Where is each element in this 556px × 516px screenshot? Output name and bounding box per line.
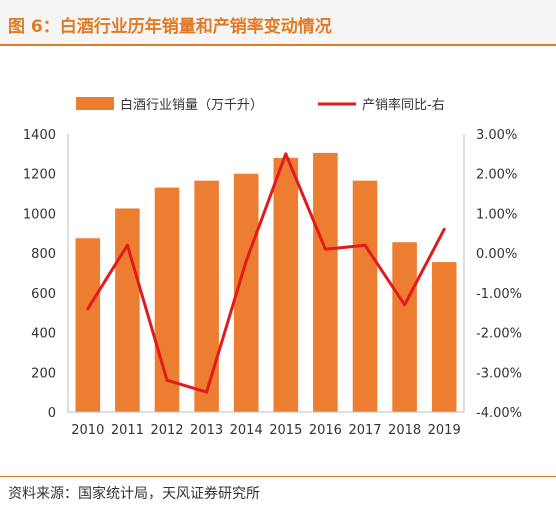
line-point — [125, 243, 129, 247]
bar — [273, 157, 299, 412]
bar — [352, 180, 378, 412]
chart-area: 白酒行业销量（万千升） 产销率同比-右 0 200 400 600 800 1000 1200 1… — [0, 60, 556, 450]
bar — [154, 187, 180, 412]
left-tick-label: 800 — [31, 247, 56, 262]
line-point — [205, 390, 209, 394]
bar — [115, 208, 140, 412]
x-tick-label: 2011 — [111, 423, 144, 438]
x-tick-label: 2018 — [388, 423, 421, 438]
x-tick-label: 2016 — [309, 423, 342, 438]
right-tick-label: 1.00% — [476, 207, 517, 222]
x-tick-label: 2015 — [269, 423, 302, 438]
left-tick-label: 400 — [31, 327, 56, 342]
legend-bar-label: 白酒行业销量（万千升） — [120, 97, 263, 113]
x-tick-label: 2013 — [190, 423, 223, 438]
bar — [392, 242, 417, 412]
right-tick-label: -1.00% — [476, 287, 522, 302]
figure-title: 图 6：白酒行业历年销量和产销率变动情况 — [8, 17, 332, 37]
bar — [75, 238, 101, 412]
x-tick-label: 2017 — [348, 423, 381, 438]
right-tick-label: -2.00% — [476, 327, 522, 342]
x-tick-label: 2012 — [150, 423, 183, 438]
line-point — [323, 247, 327, 251]
left-tick-label: 0 — [48, 406, 56, 421]
line-series — [86, 152, 446, 394]
bar — [194, 180, 219, 412]
left-tick-label: 200 — [31, 366, 56, 381]
x-tick-label: 2010 — [71, 423, 104, 438]
footer-divider — [0, 476, 556, 477]
right-tick-label: -4.00% — [476, 406, 522, 421]
source-note: 资料来源：国家统计局，天风证券研究所 — [8, 486, 260, 502]
right-tick-label: 2.00% — [476, 168, 517, 183]
left-tick-label: 600 — [31, 287, 56, 302]
x-tick-label: 2014 — [230, 423, 263, 438]
bar — [313, 152, 338, 412]
left-tick-label: 1400 — [23, 128, 56, 143]
legend-line-label: 产销率同比-右 — [362, 97, 445, 113]
line-point — [165, 378, 169, 382]
combo-chart: 白酒行业销量（万千升） 产销率同比-右 0 200 400 600 800 1000 1200 1… — [23, 97, 522, 438]
x-tick-label: 2019 — [428, 423, 461, 438]
left-tick-label: 1000 — [23, 207, 56, 222]
right-tick-label: 0.00% — [476, 247, 517, 262]
title-bar: 图 6：白酒行业历年销量和产销率变动情况 — [0, 0, 556, 46]
bar — [431, 262, 457, 412]
line-point — [363, 243, 367, 247]
line-point — [403, 303, 407, 307]
line-point — [442, 227, 446, 231]
legend-bar-swatch — [76, 97, 114, 110]
right-tick-label: -3.00% — [476, 366, 522, 381]
right-tick-label: 3.00% — [476, 128, 517, 143]
line-point — [244, 259, 248, 263]
left-tick-label: 1200 — [23, 168, 56, 183]
line-point — [86, 307, 90, 311]
line-point — [284, 152, 288, 156]
